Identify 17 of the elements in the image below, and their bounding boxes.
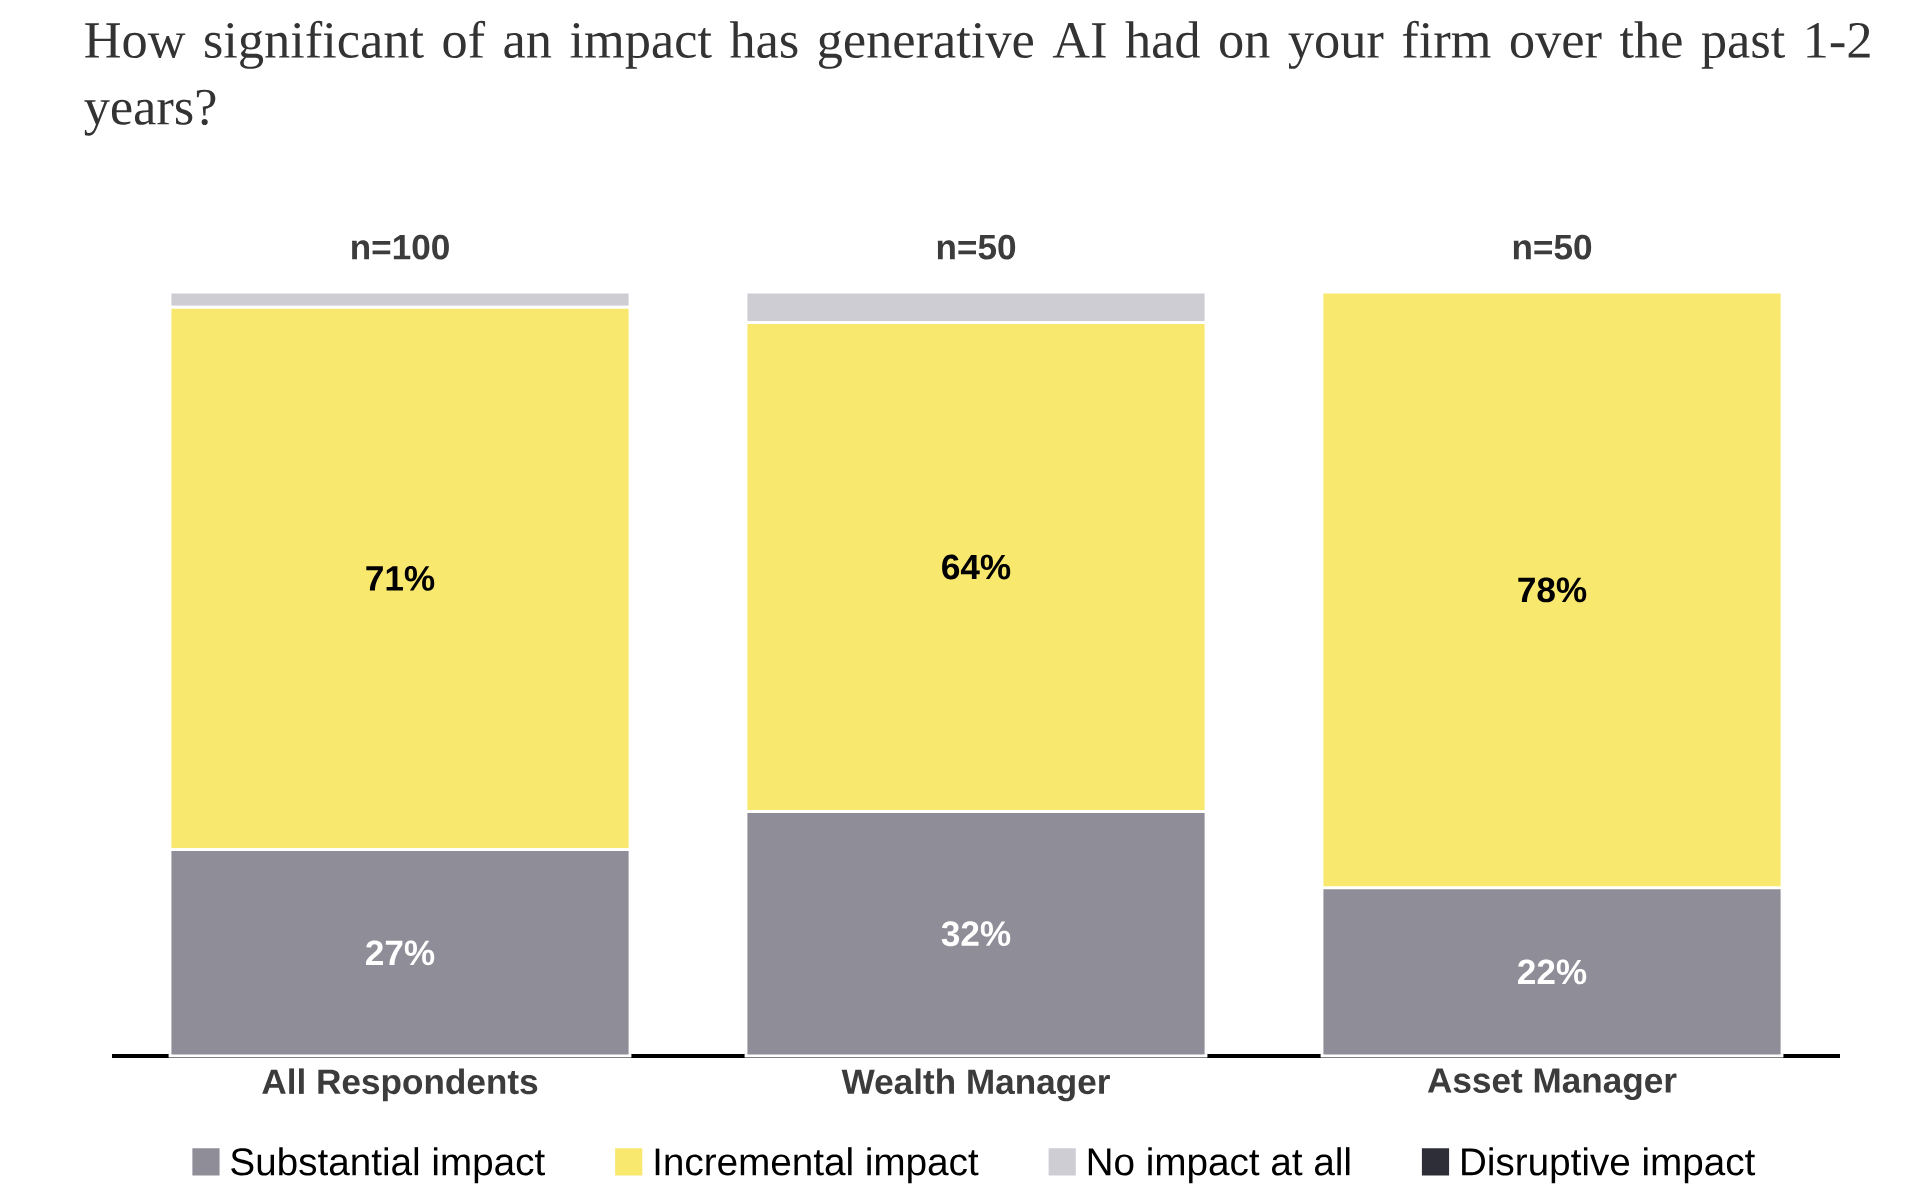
annotation: n=50: [1513, 234, 1592, 260]
legend-label: Substantial impact: [231, 1147, 545, 1184]
annotation: n=50: [937, 234, 1016, 260]
legend-label: Disruptive impact: [1462, 1147, 1756, 1184]
data-label: 27%: [366, 940, 435, 966]
x-tick-label: Wealth Manager: [841, 1068, 1110, 1102]
data-label: 32%: [941, 921, 1011, 947]
annotation: n=100: [352, 234, 449, 260]
chart-title: How significant of an impact has generative AI had on your firm over the past 1-2 years?: [84, 20, 1870, 136]
data-label: 71%: [366, 566, 435, 591]
x-tick-label: Asset Manager: [1427, 1068, 1677, 1101]
data-label: 78%: [1518, 577, 1587, 603]
legend-label: Incremental impact: [655, 1147, 979, 1184]
data-label: 64%: [942, 554, 1011, 580]
legend-label: No impact at all: [1088, 1147, 1350, 1184]
x-tick-label: All Respondents: [262, 1068, 538, 1102]
data-label: 22%: [1518, 959, 1587, 985]
